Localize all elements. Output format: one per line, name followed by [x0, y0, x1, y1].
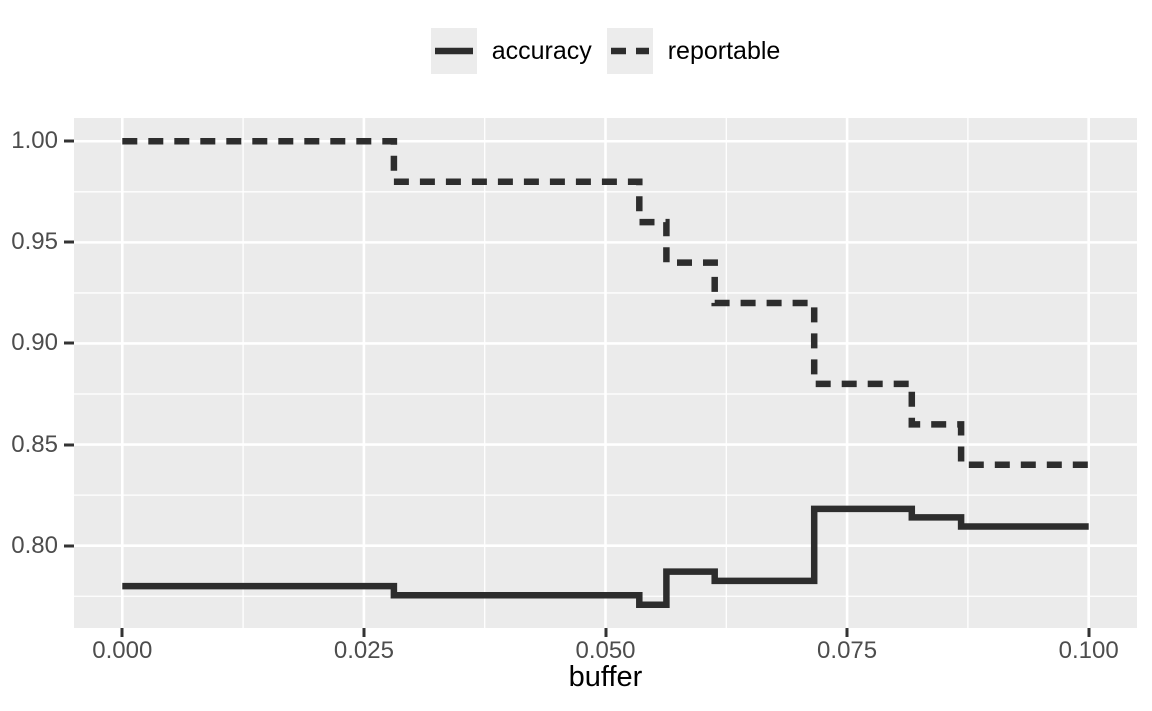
legend-label-reportable: reportable	[667, 36, 781, 65]
solid-line-sample-icon	[434, 47, 473, 55]
chart-legend: accuracy reportable	[74, 28, 1137, 74]
x-tick-mark	[362, 628, 366, 637]
dashed-line-sample-icon	[610, 47, 649, 55]
y-tick-label: 0.90	[11, 329, 58, 357]
y-tick-mark	[64, 443, 74, 447]
x-tick-label: 0.100	[1058, 637, 1119, 664]
x-tick-label: 0.075	[817, 637, 878, 664]
legend-item-reportable: reportable	[606, 28, 781, 74]
x-tick-mark	[845, 628, 849, 637]
plot-panel	[74, 118, 1137, 628]
y-tick-label: 1.00	[11, 127, 58, 155]
x-tick-label: 0.050	[575, 637, 636, 664]
x-tick-label: 0.000	[92, 637, 153, 664]
plot-area	[74, 118, 1137, 628]
x-tick-mark	[604, 628, 607, 637]
series-line-accuracy	[122, 505, 1089, 608]
x-tick-mark	[1087, 628, 1091, 637]
y-tick-label: 0.85	[11, 430, 58, 458]
x-axis-title: buffer	[568, 661, 643, 693]
legend-item-accuracy: accuracy	[430, 28, 592, 74]
y-tick-mark	[64, 139, 74, 143]
y-tick-mark	[64, 544, 74, 548]
legend-key-reportable	[606, 28, 653, 74]
y-tick-mark	[64, 341, 74, 345]
x-tick-mark	[120, 628, 124, 637]
legend-key-accuracy	[430, 28, 477, 74]
y-tick-mark	[64, 240, 74, 244]
legend-label-accuracy: accuracy	[491, 36, 592, 65]
y-tick-label: 0.95	[11, 228, 58, 256]
series-line-reportable	[122, 138, 1089, 469]
y-tick-label: 0.80	[11, 531, 58, 559]
x-tick-label: 0.025	[333, 637, 394, 664]
